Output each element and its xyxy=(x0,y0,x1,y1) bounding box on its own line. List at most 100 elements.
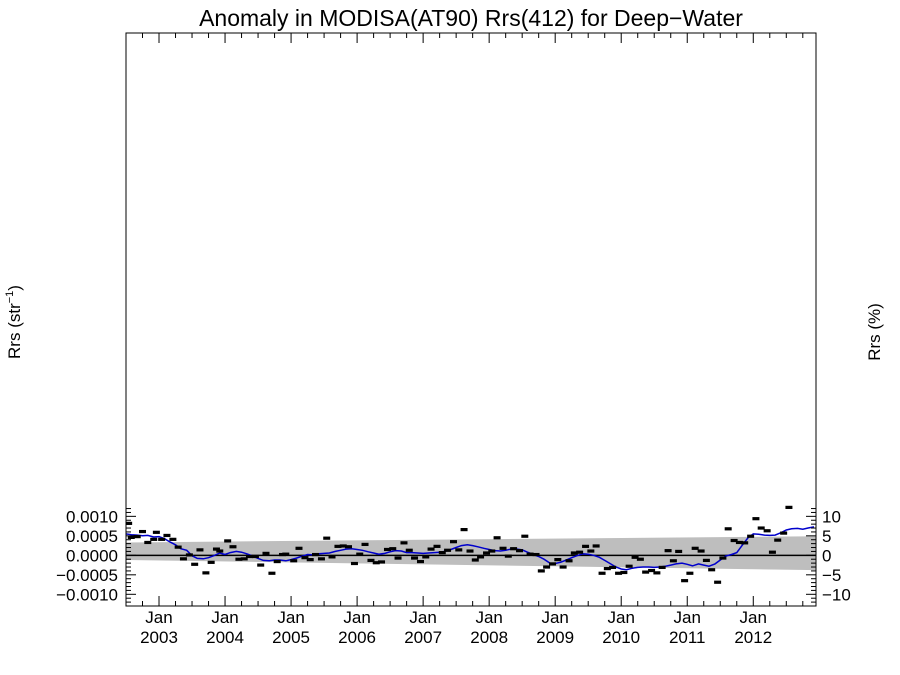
data-point xyxy=(493,536,501,540)
right-axis-label: Rrs (%) xyxy=(865,303,884,361)
data-point xyxy=(290,559,298,563)
x-tick-month: Jan xyxy=(674,608,701,627)
x-tick-month: Jan xyxy=(211,608,238,627)
data-point xyxy=(609,565,617,570)
data-point xyxy=(598,571,606,575)
data-point xyxy=(411,556,419,560)
uncertainty-band xyxy=(126,536,816,571)
x-tick-month: Jan xyxy=(409,608,436,627)
y2-tick-label: 0 xyxy=(822,546,831,565)
plot-frame xyxy=(125,32,817,607)
data-point xyxy=(282,552,290,556)
data-point xyxy=(582,544,590,548)
data-point xyxy=(460,528,468,532)
y-axis-label-close: ) xyxy=(5,285,24,291)
data-point xyxy=(636,557,644,561)
data-point xyxy=(691,546,699,550)
data-point xyxy=(719,556,727,560)
data-point xyxy=(615,571,623,575)
data-point xyxy=(559,565,567,569)
data-point xyxy=(483,551,491,555)
data-point xyxy=(174,545,182,549)
data-point xyxy=(526,552,534,556)
y-tick-label: 0.0000 xyxy=(66,546,118,565)
x-tick-month: Jan xyxy=(475,608,502,627)
data-point xyxy=(444,548,452,552)
data-point xyxy=(708,568,716,572)
data-point xyxy=(361,542,369,547)
data-point xyxy=(675,549,683,554)
data-point xyxy=(466,549,474,553)
data-point xyxy=(438,550,446,555)
x-tick-year: 2011 xyxy=(669,628,706,647)
data-point xyxy=(224,539,232,543)
data-point xyxy=(191,562,199,566)
x-tick-year: 2009 xyxy=(536,628,574,647)
data-point xyxy=(150,537,158,541)
data-point xyxy=(735,540,743,545)
y2-tick-label: 5 xyxy=(822,527,831,546)
data-point xyxy=(724,527,732,531)
data-point xyxy=(499,546,507,550)
data-point xyxy=(268,571,276,575)
x-tick-month: Jan xyxy=(541,608,568,627)
data-point xyxy=(179,557,187,561)
data-point xyxy=(537,569,545,573)
data-point xyxy=(229,545,237,549)
y-tick-label: 0.0005 xyxy=(66,527,118,546)
data-point xyxy=(752,517,760,521)
data-point xyxy=(768,550,776,554)
y2-tick-label: −5 xyxy=(822,566,841,585)
data-point xyxy=(405,548,413,552)
data-point xyxy=(301,556,309,560)
x-tick-year: 2005 xyxy=(272,628,310,647)
data-point xyxy=(471,558,479,562)
data-point xyxy=(658,565,666,570)
data-point xyxy=(202,571,210,575)
data-points-layer xyxy=(126,505,793,584)
data-point xyxy=(383,547,391,552)
data-point xyxy=(603,566,611,571)
data-point xyxy=(306,558,314,562)
data-point xyxy=(126,521,133,525)
data-point xyxy=(664,549,672,553)
data-point xyxy=(757,526,765,530)
data-point xyxy=(570,551,578,555)
data-point xyxy=(681,579,689,583)
data-point xyxy=(356,552,364,556)
chart-title: Anomaly in MODISA(AT90) Rrs(412) for Dee… xyxy=(199,5,743,31)
data-point xyxy=(702,558,710,562)
data-point xyxy=(339,544,347,548)
data-point xyxy=(251,554,259,559)
data-point xyxy=(576,550,584,554)
data-point xyxy=(543,565,551,569)
data-point xyxy=(477,555,485,559)
smoothed-line-layer xyxy=(126,526,815,571)
data-point xyxy=(334,544,342,548)
x-tick-month: Jan xyxy=(145,608,172,627)
uncertainty-band-layer xyxy=(126,536,816,571)
data-point xyxy=(642,570,650,574)
data-point xyxy=(532,552,540,557)
data-point xyxy=(328,555,336,559)
data-point xyxy=(554,558,562,562)
data-point xyxy=(780,531,788,535)
data-point xyxy=(433,544,441,548)
data-point xyxy=(240,557,248,561)
data-point xyxy=(169,537,177,541)
data-point xyxy=(741,541,749,545)
data-point xyxy=(152,530,160,534)
data-point xyxy=(262,551,270,555)
x-tick-month: Jan xyxy=(740,608,767,627)
data-point xyxy=(747,534,755,538)
data-point xyxy=(196,548,204,552)
data-point xyxy=(367,558,375,562)
data-point xyxy=(163,533,171,538)
data-point xyxy=(372,561,380,565)
x-tick-year: 2003 xyxy=(140,628,178,647)
x-tick-month: Jan xyxy=(608,608,635,627)
data-point xyxy=(521,534,529,538)
